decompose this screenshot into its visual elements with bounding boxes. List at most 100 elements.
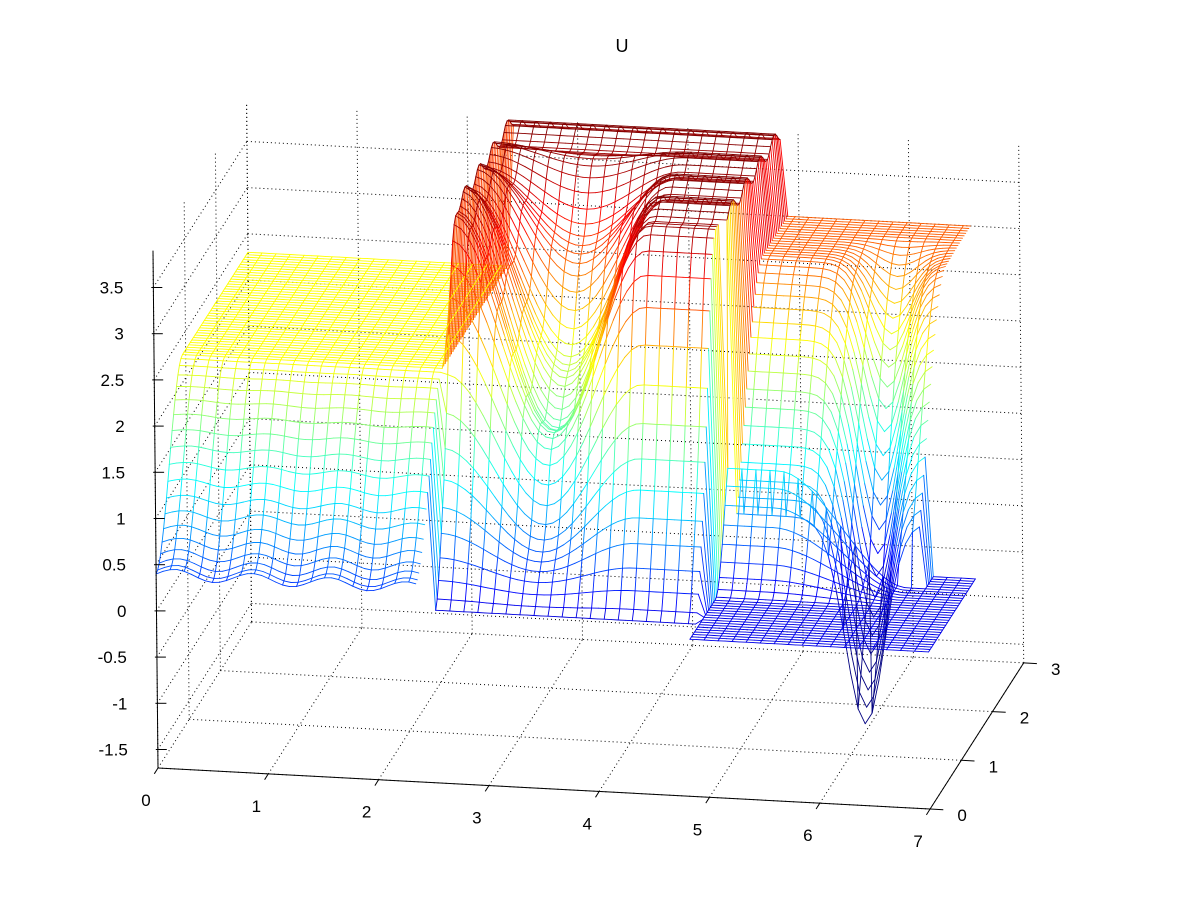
mesh-segment [542, 378, 549, 389]
mesh-segment [593, 488, 600, 497]
mesh-segment [547, 431, 554, 433]
mesh-segment [831, 412, 838, 432]
mesh-segment [839, 250, 846, 251]
mesh-segment [770, 565, 777, 566]
mesh-segment [559, 201, 566, 205]
mesh-segment [862, 527, 869, 561]
mesh-segment [573, 154, 580, 155]
mesh-segment [539, 222, 546, 231]
mesh-segment [605, 165, 612, 166]
mesh-segment [618, 358, 625, 369]
mesh-segment [290, 381, 297, 382]
mesh-segment [501, 526, 508, 533]
mesh-segment [823, 597, 830, 598]
mesh-segment [599, 506, 606, 513]
mesh-segment [533, 262, 540, 276]
mesh-segment [511, 320, 518, 344]
mesh-segment [823, 328, 830, 333]
mesh-segment [802, 410, 809, 411]
mesh-segment [557, 396, 564, 398]
mesh-segment [539, 524, 546, 525]
mesh-segment [574, 253, 581, 254]
mesh-segment [843, 257, 850, 261]
mesh-segment [611, 174, 618, 176]
mesh-segment [817, 396, 824, 401]
mesh-segment [837, 450, 844, 481]
mesh-segment [719, 225, 728, 468]
mesh-segment [823, 269, 830, 271]
mesh-segment [822, 254, 829, 255]
mesh-segment [901, 593, 908, 594]
mesh-segment [788, 511, 795, 514]
mesh-segment [865, 713, 872, 724]
mesh-segment [787, 500, 794, 501]
mesh-segment [913, 527, 920, 532]
mesh-segment [886, 252, 893, 254]
mesh-segment [206, 376, 213, 377]
mesh-segment [544, 238, 551, 247]
mesh-segment [752, 183, 760, 264]
mesh-segment [289, 392, 296, 393]
mesh-segment [565, 218, 572, 221]
mesh-segment [872, 289, 879, 303]
mesh-segment [431, 388, 438, 389]
mesh-segment [876, 444, 883, 455]
mesh-segment [843, 377, 850, 406]
mesh-segment [526, 493, 533, 500]
mesh-segment [820, 360, 827, 365]
mesh-segment [883, 448, 890, 456]
mesh-segment [566, 259, 573, 262]
mesh-segment [896, 588, 903, 590]
mesh-segment [282, 392, 289, 393]
mesh-segment [802, 518, 809, 523]
mesh-segment [531, 276, 538, 291]
mesh-segment [811, 262, 818, 263]
mesh-segment [928, 249, 935, 250]
mesh-segment [549, 271, 556, 280]
mesh-segment [514, 422, 521, 437]
mesh-segment [872, 585, 879, 589]
mesh-segment [843, 630, 850, 674]
mesh-segment [220, 377, 227, 378]
mesh-segment [836, 469, 843, 500]
mesh-segment [576, 176, 583, 177]
mesh-segment [790, 582, 797, 583]
mesh-segment [227, 378, 234, 379]
mesh-segment [885, 260, 892, 263]
mesh-segment [572, 222, 579, 224]
mesh-segment [807, 276, 814, 277]
mesh-segment [921, 250, 928, 252]
mesh-segment [635, 252, 642, 258]
mesh-segment [889, 240, 896, 241]
mesh-segment [843, 289, 850, 302]
mesh-segment [511, 219, 518, 233]
mesh-segment [795, 501, 802, 502]
mesh-segment [818, 513, 825, 520]
grid-line [1019, 146, 1024, 663]
mesh-segment [505, 147, 512, 148]
mesh-segment [506, 431, 513, 446]
mesh-segment [917, 475, 924, 480]
mesh-segment [935, 248, 942, 249]
mesh-segment [793, 428, 800, 429]
mesh-segment [551, 379, 558, 385]
mesh-segment [845, 344, 852, 370]
mesh-segment [562, 172, 569, 174]
mesh-segment [495, 497, 502, 507]
mesh-segment [609, 405, 616, 416]
mesh-segment [625, 170, 632, 172]
mesh-segment [876, 263, 883, 269]
mesh-segment [934, 285, 941, 288]
mesh-segment [811, 507, 818, 514]
mesh-segment [552, 197, 559, 201]
mesh-segment [554, 419, 561, 421]
mesh-segment [561, 370, 568, 372]
mesh-segment [808, 540, 815, 545]
mesh-segment [276, 380, 283, 381]
mesh-segment [502, 507, 509, 516]
grid-line [189, 719, 961, 760]
mesh-segment [459, 455, 466, 461]
mesh-segment [582, 303, 589, 308]
mesh-segment [506, 278, 513, 301]
